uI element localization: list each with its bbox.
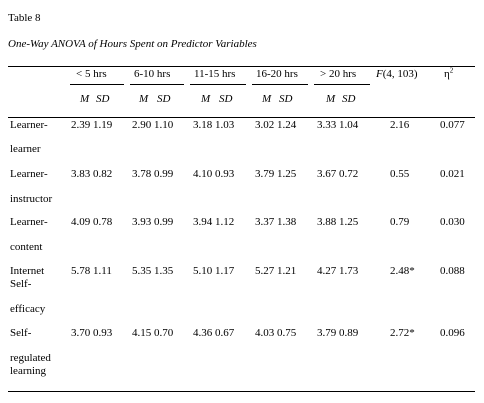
cell-r4-c1: 5.78 1.11 [71,265,112,277]
group-underline-1 [70,84,124,85]
row-label-internet-self-efficacy-line2: Self- [10,278,32,290]
cell-r5-c1: 3.70 0.93 [71,327,113,339]
cell-r4-c4: 5.27 1.21 [255,265,297,277]
group-underline-4 [252,84,308,85]
sub-header-m-4: M [262,93,272,105]
group-header-1: < 5 hrs [76,68,107,80]
mid-rule [8,117,475,118]
group-header-4: 16-20 hrs [256,68,298,80]
cell-r3-c4: 3.37 1.38 [255,216,297,228]
row-label-self-regulated-learning-line2: regulated [10,352,51,364]
row-label-internet-self-efficacy-line3: efficacy [10,303,46,315]
cell-r5-c4: 4.03 0.75 [255,327,297,339]
row-label-learner-learner-line2: learner [10,143,41,155]
row-label-internet-self-efficacy-line1: Internet [10,265,45,277]
eta-header: η2 [444,66,454,80]
cell-r4-eta: 0.088 [440,265,465,277]
cell-r5-c2: 4.15 0.70 [132,327,174,339]
cell-r1-c2: 2.90 1.10 [132,119,174,131]
sub-header-sd-4: SD [279,93,293,105]
cell-r2-eta: 0.021 [440,168,465,180]
cell-r3-c3: 3.94 1.12 [193,216,235,228]
cell-r2-c2: 3.78 0.99 [132,168,174,180]
sub-header-sd-5: SD [342,93,356,105]
cell-r1-c3: 3.18 1.03 [193,119,235,131]
cell-r3-c5: 3.88 1.25 [317,216,359,228]
cell-r1-c1: 2.39 1.19 [71,119,113,131]
f-header: F(4, 103) [376,68,418,80]
cell-r2-c5: 3.67 0.72 [317,168,359,180]
f-header-df: (4, 103) [382,68,418,80]
sub-header-m-5: M [326,93,336,105]
sub-header-sd-1: SD [96,93,110,105]
row-label-learner-learner-line1: Learner- [10,119,48,131]
group-header-3: 11-15 hrs [194,68,236,80]
f-header-symbol: F [376,68,383,80]
sub-header-sd-2: SD [157,93,171,105]
sub-header-m-3: M [201,93,211,105]
cell-r5-f: 2.72* [390,327,415,339]
cell-r3-c1: 4.09 0.78 [71,216,113,228]
row-label-self-regulated-learning-line1: Self- [10,327,32,339]
group-underline-3 [190,84,246,85]
group-underline-2 [130,84,184,85]
table-label: Table 8 [8,12,41,24]
cell-r4-f: 2.48* [390,265,415,277]
row-label-learner-instructor-line1: Learner- [10,168,48,180]
cell-r4-c3: 5.10 1.17 [193,265,235,277]
cell-r1-c4: 3.02 1.24 [255,119,297,131]
cell-r1-c5: 3.33 1.04 [317,119,359,131]
table-caption: One-Way ANOVA of Hours Spent on Predicto… [8,38,257,50]
row-label-self-regulated-learning-line3: learning [10,365,47,377]
bottom-rule [8,391,475,392]
row-label-learner-content-line1: Learner- [10,216,48,228]
cell-r2-c1: 3.83 0.82 [71,168,113,180]
cell-r1-eta: 0.077 [440,119,465,131]
sub-header-m-1: M [80,93,90,105]
cell-r2-f: 0.55 [390,168,410,180]
row-label-learner-instructor-line2: instructor [10,193,53,205]
cell-r2-c3: 4.10 0.93 [193,168,235,180]
eta-header-symbol: η [444,68,450,80]
group-header-2: 6-10 hrs [134,68,171,80]
cell-r1-f: 2.16 [390,119,410,131]
cell-r5-c5: 3.79 0.89 [317,327,359,339]
cell-r3-f: 0.79 [390,216,410,228]
top-rule [8,66,475,67]
cell-r3-c2: 3.93 0.99 [132,216,174,228]
group-underline-5 [314,84,370,85]
row-label-learner-content-line2: content [10,241,43,253]
cell-r5-eta: 0.096 [440,327,465,339]
cell-r2-c4: 3.79 1.25 [255,168,297,180]
cell-r4-c2: 5.35 1.35 [132,265,174,277]
cell-r5-c3: 4.36 0.67 [193,327,235,339]
cell-r4-c5: 4.27 1.73 [317,265,359,277]
sub-header-sd-3: SD [219,93,233,105]
sub-header-m-2: M [139,93,149,105]
cell-r3-eta: 0.030 [440,216,465,228]
group-header-5: > 20 hrs [320,68,357,80]
eta-header-sup: 2 [449,66,454,75]
